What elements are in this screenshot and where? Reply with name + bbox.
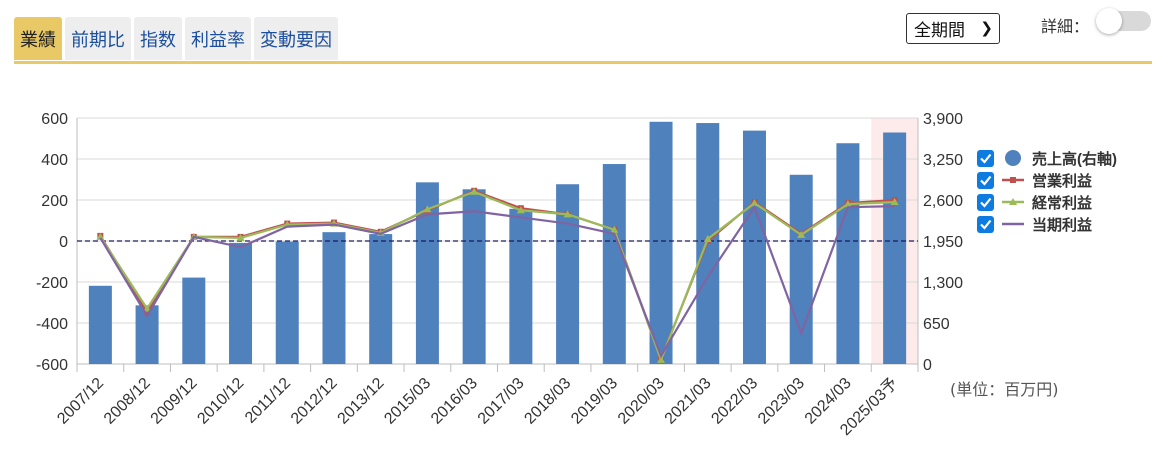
marker-1-13	[703, 234, 712, 242]
legend-label: 経常利益	[1032, 194, 1092, 212]
x-tick-label: 2012/12	[288, 375, 341, 428]
x-tick-label: 2011/12	[242, 375, 294, 427]
detail-toggle-label: 詳細：	[1041, 17, 1090, 36]
y-right-tick-label: 1,950	[923, 234, 963, 251]
y-left-tick-label: -400	[36, 316, 68, 333]
legend-checkbox	[977, 216, 994, 233]
bar-12	[649, 121, 673, 365]
y-right-tick-label: 650	[923, 316, 950, 333]
bar-7	[415, 182, 439, 364]
x-tick-label: 2008/12	[101, 375, 154, 428]
bar-2	[182, 277, 206, 364]
x-tick-label: 2023/03	[755, 375, 808, 428]
y-left-tick-label: -200	[36, 275, 68, 292]
line-2	[99, 204, 895, 359]
marker-1-0	[96, 232, 105, 240]
tab-1[interactable]: 前期比	[65, 17, 131, 60]
y-left-tick-label: 0	[59, 234, 68, 251]
y-left-tick-label: -600	[36, 357, 68, 374]
period-select-value: 全期間	[914, 21, 965, 41]
checkmark-icon	[980, 153, 992, 164]
bar-6	[369, 234, 393, 364]
x-tick-label: 2010/12	[194, 375, 247, 428]
marker-1-7	[423, 205, 432, 213]
legend-marker	[1010, 177, 1016, 183]
tab-bar: 業績 前期比 指数 利益率 変動要因	[14, 17, 338, 61]
legend-item-0[interactable]: 売上高(右軸)	[977, 150, 1117, 168]
tab-4[interactable]: 変動要因	[254, 17, 338, 60]
bar-10	[556, 184, 580, 364]
toggle-knob	[1096, 8, 1122, 34]
x-tick-label: 2018/03	[521, 375, 574, 428]
tab-underline	[14, 61, 1152, 64]
tab-2[interactable]: 指数	[134, 17, 182, 60]
y-right-tick-label: 0	[923, 357, 932, 374]
x-tick-label: 2019/03	[568, 375, 621, 428]
period-select[interactable]: 全期間 ❯	[906, 13, 1000, 44]
bar-16	[836, 143, 860, 364]
marker-1-14	[750, 199, 759, 207]
legend-marker	[1009, 198, 1017, 205]
marker-1-11	[610, 225, 619, 233]
marker-1-17	[890, 198, 899, 206]
line-1	[99, 190, 895, 364]
legend-checkbox	[977, 172, 994, 189]
legend-swatch	[1005, 150, 1021, 166]
bar-1	[135, 305, 159, 364]
marker-1-12	[657, 355, 666, 363]
y-right-tick-label: 3,900	[923, 111, 963, 128]
bar-8	[462, 189, 486, 364]
marker-1-9	[516, 206, 525, 214]
y-right-tick-label: 3,250	[923, 152, 963, 169]
marker-1-1	[143, 304, 152, 312]
y-right-tick-label: 2,600	[923, 193, 963, 210]
marker-1-15	[797, 230, 806, 238]
legend-item-3[interactable]: 当期利益	[977, 216, 1092, 234]
chevron-down-icon: ❯	[980, 19, 993, 37]
marker-1-3	[236, 233, 245, 241]
x-tick-label: 2015/03	[381, 375, 434, 428]
x-tick-label: 2017/03	[475, 375, 528, 428]
legend-label: 売上高(右軸)	[1032, 150, 1117, 168]
y-left-tick-label: 600	[41, 111, 68, 128]
marker-1-8	[470, 187, 479, 195]
y-left-tick-label: 200	[41, 193, 68, 210]
bar-5	[322, 232, 346, 364]
detail-toggle[interactable]	[1096, 8, 1151, 34]
legend-item-2[interactable]: 経常利益	[977, 194, 1092, 212]
x-tick-label: 2013/12	[335, 375, 388, 428]
legend-item-1[interactable]: 営業利益	[977, 172, 1092, 190]
bar-9	[509, 208, 533, 364]
tab-3[interactable]: 利益率	[185, 17, 251, 60]
unit-note: (単位：百万円)	[950, 380, 1059, 399]
x-tick-label: 2016/03	[428, 375, 481, 428]
bar-3	[229, 242, 253, 364]
x-tick-label: 2009/12	[148, 375, 201, 428]
x-tick-label: 2021/03	[662, 375, 715, 428]
bar-17	[883, 132, 907, 364]
marker-1-16	[843, 200, 852, 208]
legend-checkbox	[977, 150, 994, 167]
bar-11	[602, 164, 626, 364]
legend-label: 営業利益	[1032, 172, 1092, 190]
y-left-tick-label: 400	[41, 152, 68, 169]
legend-checkbox	[977, 194, 994, 211]
bar-14	[742, 130, 766, 364]
x-tick-label: 2007/12	[54, 375, 107, 428]
x-tick-label: 2020/03	[615, 375, 668, 428]
bar-0	[88, 285, 112, 364]
y-right-tick-label: 1,300	[923, 275, 963, 292]
marker-1-10	[563, 210, 572, 218]
marker-0-1	[144, 308, 151, 315]
legend-label: 当期利益	[1032, 216, 1092, 234]
checkmark-icon	[980, 175, 992, 186]
line-0	[99, 189, 895, 362]
checkmark-icon	[980, 197, 992, 208]
tab-0[interactable]: 業績	[14, 17, 62, 60]
bar-4	[275, 241, 299, 364]
x-tick-label: 2022/03	[708, 375, 761, 428]
checkmark-icon	[980, 219, 992, 230]
